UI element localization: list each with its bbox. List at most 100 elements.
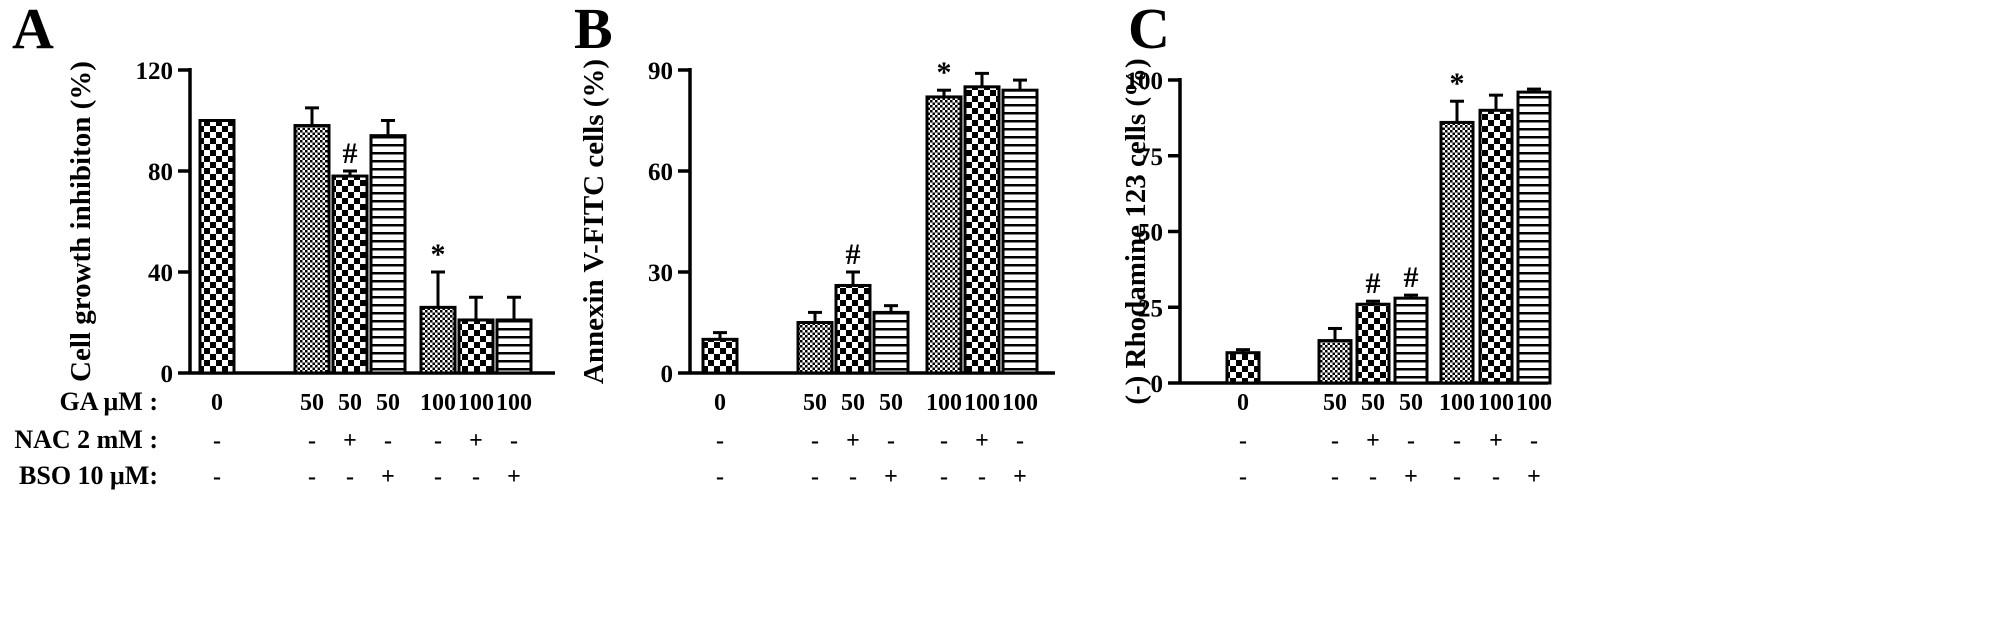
panel-a-bar (457, 318, 495, 375)
panel-c-y-axis-label: (-) Rhodamine 123 cells (%) (1120, 58, 1152, 404)
panel-a-ga-label: 0 (211, 390, 223, 416)
panel-a-bso-label: + (381, 464, 395, 490)
panel-c-nac-label: - (1407, 428, 1415, 454)
panel-c-y-tick-label: 0 (1151, 371, 1164, 398)
panel-c-bar (1439, 120, 1475, 385)
panel-c-bso-label: + (1404, 464, 1418, 490)
panel-a-bso-label: + (507, 464, 521, 490)
panel-a-bso-label: - (434, 464, 442, 490)
condition-row-labels: GA μM : NAC 2 mM : BSO 10 μM: (14, 387, 158, 490)
panel-c-bso-label: - (1331, 464, 1339, 490)
panel-c-nac-label: + (1366, 428, 1380, 454)
panel-b-bso-label: - (716, 464, 724, 490)
panel-b-bar (834, 283, 872, 375)
panel-a-bso-label: - (308, 464, 316, 490)
panel-a-significance-mark: # (343, 137, 358, 170)
panel-c-y-tick-label: 75 (1138, 144, 1163, 171)
panel-b-ga-label: 50 (803, 390, 827, 416)
panel-b-ga-label: 100 (926, 390, 962, 416)
panel-a-nac-label: - (434, 428, 442, 454)
panel-a-bar (198, 119, 236, 375)
panel-a-y-tick-label: 80 (148, 159, 173, 186)
panel-a-ga-label: 50 (376, 390, 400, 416)
panel-b-ga-label: 50 (879, 390, 903, 416)
panel-b-nac-label: - (1016, 428, 1024, 454)
panel-a-significance-mark: * (431, 238, 446, 271)
panel-a-bar (495, 318, 533, 375)
panel-b-bso-label: - (811, 464, 819, 490)
panel-a-bar (419, 305, 457, 375)
panel-c-nac-label: - (1331, 428, 1339, 454)
panel-c-ga-label: 50 (1361, 390, 1385, 416)
panel-b-y-tick-label: 90 (648, 58, 673, 85)
panel-c-bso-label: + (1527, 464, 1541, 490)
panel-a-nac-label: - (510, 428, 518, 454)
panel-c-bar (1355, 302, 1391, 385)
panel-b-nac-label: - (887, 428, 895, 454)
panel-c-bar (1478, 108, 1514, 385)
panel-b-y-axis-label: Annexin V-FITC cells (%) (578, 59, 610, 384)
panel-c-nac-label: + (1489, 428, 1503, 454)
ga-row-label: GA μM : (59, 387, 158, 416)
panel-c-ga-label: 50 (1399, 390, 1423, 416)
panel-b-bar (872, 310, 910, 375)
panel-a-bso-label: - (213, 464, 221, 490)
panel-b-bar (701, 337, 739, 375)
panel-c-nac-label: - (1239, 428, 1247, 454)
panel-b-bar (1001, 88, 1039, 375)
panel-a-ga-label: 100 (458, 390, 494, 416)
panel-b-ga-label: 100 (1002, 390, 1038, 416)
panel-b-nac-label: - (716, 428, 724, 454)
panel-a-nac-label: + (469, 428, 483, 454)
panel-c-bso-label: - (1369, 464, 1377, 490)
panel-a-ga-label: 50 (338, 390, 362, 416)
panel-b-ga-label: 50 (841, 390, 865, 416)
panel-a-nac-label: + (343, 428, 357, 454)
panel-b-nac-label: + (975, 428, 989, 454)
panel-b-bar (925, 95, 963, 375)
panel-c-y-tick-label: 100 (1126, 68, 1164, 95)
panel-c-bar (1317, 339, 1353, 385)
panel-a-bar (293, 124, 331, 375)
panel-c-significance-mark: # (1366, 267, 1381, 300)
panel-a-ga-label: 50 (300, 390, 324, 416)
panel-b-bar (963, 85, 1001, 375)
panel-b-significance-mark: # (846, 238, 861, 271)
panel-a-bso-label: - (472, 464, 480, 490)
panel-c-bso-label: - (1492, 464, 1500, 490)
panel-c-ga-label: 50 (1323, 390, 1347, 416)
panel-a-y-tick-label: 40 (148, 260, 173, 287)
panel-c-bso-label: - (1239, 464, 1247, 490)
panel-b-bar (796, 321, 834, 375)
panel-b-letter: B (574, 0, 613, 61)
panel-c-y-tick-label: 25 (1138, 295, 1163, 322)
panel-b-nac-label: + (846, 428, 860, 454)
bso-row-label: BSO 10 μM: (19, 461, 158, 490)
panel-c-ga-label: 0 (1237, 390, 1249, 416)
panel-c-bar (1393, 296, 1429, 385)
panel-b-significance-mark: * (937, 56, 952, 89)
panel-c-ga-label: 100 (1478, 390, 1514, 416)
panel-a-ga-label: 100 (420, 390, 456, 416)
nac-row-label: NAC 2 mM : (14, 425, 158, 454)
panel-c-significance-mark: # (1404, 261, 1419, 294)
panel-b-bso-label: - (849, 464, 857, 490)
panel-a-nac-label: - (384, 428, 392, 454)
panel-c-significance-mark: * (1450, 67, 1465, 100)
panel-b-y-tick-label: 30 (648, 260, 673, 287)
panel-b-bso-label: - (940, 464, 948, 490)
panel-c-bar (1516, 90, 1552, 385)
panel-a-ga-label: 100 (496, 390, 532, 416)
panel-c-ga-label: 100 (1516, 390, 1552, 416)
panel-a-y-axis-label: Cell growth inhibiton (%) (65, 61, 97, 382)
panel-b-nac-label: - (940, 428, 948, 454)
panel-a-y-tick-label: 0 (161, 361, 174, 388)
panel-c-chart: C(-) Rhodamine 123 cells (%)02550751000-… (1120, 0, 1552, 490)
panel-a-y-tick-label: 120 (136, 58, 174, 85)
panel-b-y-tick-label: 60 (648, 159, 673, 186)
panel-b-bso-label: + (1013, 464, 1027, 490)
panel-a-nac-label: - (308, 428, 316, 454)
panel-b-bso-label: + (884, 464, 898, 490)
